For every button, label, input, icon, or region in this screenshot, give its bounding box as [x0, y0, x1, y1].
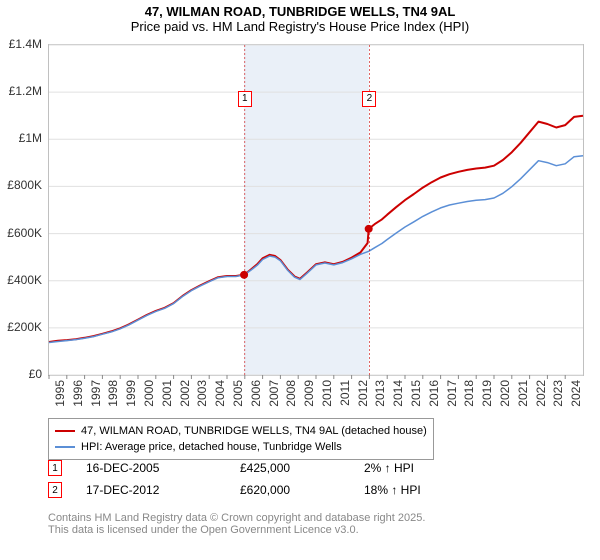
- x-tick-label: 2023: [551, 380, 565, 407]
- y-tick-label: £400K: [0, 273, 42, 287]
- title-line-1: 47, WILMAN ROAD, TUNBRIDGE WELLS, TN4 9A…: [0, 4, 600, 19]
- sale-delta: 18% ↑ HPI: [364, 483, 421, 497]
- x-tick-label: 2000: [142, 380, 156, 407]
- legend-label: 47, WILMAN ROAD, TUNBRIDGE WELLS, TN4 9A…: [81, 423, 427, 439]
- x-tick-label: 2018: [462, 380, 476, 407]
- x-tick-label: 2014: [391, 380, 405, 407]
- legend-row: HPI: Average price, detached house, Tunb…: [55, 439, 427, 455]
- sale-marker-2: 2: [362, 91, 376, 107]
- x-tick-label: 2012: [356, 380, 370, 407]
- y-tick-label: £1M: [0, 131, 42, 145]
- legend: 47, WILMAN ROAD, TUNBRIDGE WELLS, TN4 9A…: [48, 418, 434, 460]
- sales-table: 1 16-DEC-2005 £425,000 2% ↑ HPI 2 17-DEC-2012…: [48, 460, 421, 504]
- y-tick-label: £200K: [0, 320, 42, 334]
- x-tick-label: 2017: [445, 380, 459, 407]
- x-tick-label: 1996: [71, 380, 85, 407]
- legend-swatch: [55, 430, 75, 432]
- chart-container: 47, WILMAN ROAD, TUNBRIDGE WELLS, TN4 9A…: [0, 0, 600, 560]
- sale-row-marker: 2: [48, 482, 62, 498]
- y-tick-label: £600K: [0, 226, 42, 240]
- sale-row: 1 16-DEC-2005 £425,000 2% ↑ HPI: [48, 460, 421, 476]
- x-tick-label: 2016: [427, 380, 441, 407]
- y-tick-label: £1.4M: [0, 37, 42, 51]
- legend-swatch: [55, 446, 75, 448]
- x-tick-label: 2005: [231, 380, 245, 407]
- x-tick-label: 2021: [516, 380, 530, 407]
- sale-date: 17-DEC-2012: [86, 483, 216, 497]
- chart-titles: 47, WILMAN ROAD, TUNBRIDGE WELLS, TN4 9A…: [0, 0, 600, 34]
- x-tick-label: 2003: [195, 380, 209, 407]
- sale-delta: 2% ↑ HPI: [364, 461, 414, 475]
- x-tick-label: 2008: [284, 380, 298, 407]
- sale-price: £425,000: [240, 461, 340, 475]
- x-tick-label: 2015: [409, 380, 423, 407]
- x-tick-label: 2019: [480, 380, 494, 407]
- x-tick-label: 2020: [498, 380, 512, 407]
- x-tick-label: 1998: [106, 380, 120, 407]
- sale-marker-1: 1: [238, 91, 252, 107]
- x-tick-label: 2007: [267, 380, 281, 407]
- sale-row-marker: 1: [48, 460, 62, 476]
- x-tick-label: 2022: [534, 380, 548, 407]
- x-tick-label: 2013: [373, 380, 387, 407]
- x-tick-label: 2002: [178, 380, 192, 407]
- x-tick-label: 2011: [338, 380, 352, 406]
- x-tick-label: 1995: [53, 380, 67, 407]
- sale-date: 16-DEC-2005: [86, 461, 216, 475]
- legend-row: 47, WILMAN ROAD, TUNBRIDGE WELLS, TN4 9A…: [55, 423, 427, 439]
- sale-price: £620,000: [240, 483, 340, 497]
- y-tick-label: £800K: [0, 178, 42, 192]
- x-tick-label: 2004: [213, 380, 227, 407]
- footer-line-1: Contains HM Land Registry data © Crown c…: [48, 512, 425, 524]
- title-line-2: Price paid vs. HM Land Registry's House …: [0, 19, 600, 34]
- x-tick-label: 2006: [249, 380, 263, 407]
- y-tick-label: £1.2M: [0, 84, 42, 98]
- x-tick-label: 2009: [302, 380, 316, 407]
- footer-line-2: This data is licensed under the Open Gov…: [48, 524, 425, 536]
- x-tick-label: 1997: [89, 380, 103, 407]
- sale-row: 2 17-DEC-2012 £620,000 18% ↑ HPI: [48, 482, 421, 498]
- footer: Contains HM Land Registry data © Crown c…: [48, 512, 425, 536]
- x-tick-label: 2001: [160, 380, 174, 407]
- x-tick-label: 2024: [569, 380, 583, 407]
- plot-svg: [49, 45, 583, 375]
- y-tick-label: £0: [0, 367, 42, 381]
- plot-area: 12: [48, 44, 584, 376]
- x-tick-label: 2010: [320, 380, 334, 407]
- legend-label: HPI: Average price, detached house, Tunb…: [81, 439, 342, 455]
- x-tick-label: 1999: [124, 380, 138, 407]
